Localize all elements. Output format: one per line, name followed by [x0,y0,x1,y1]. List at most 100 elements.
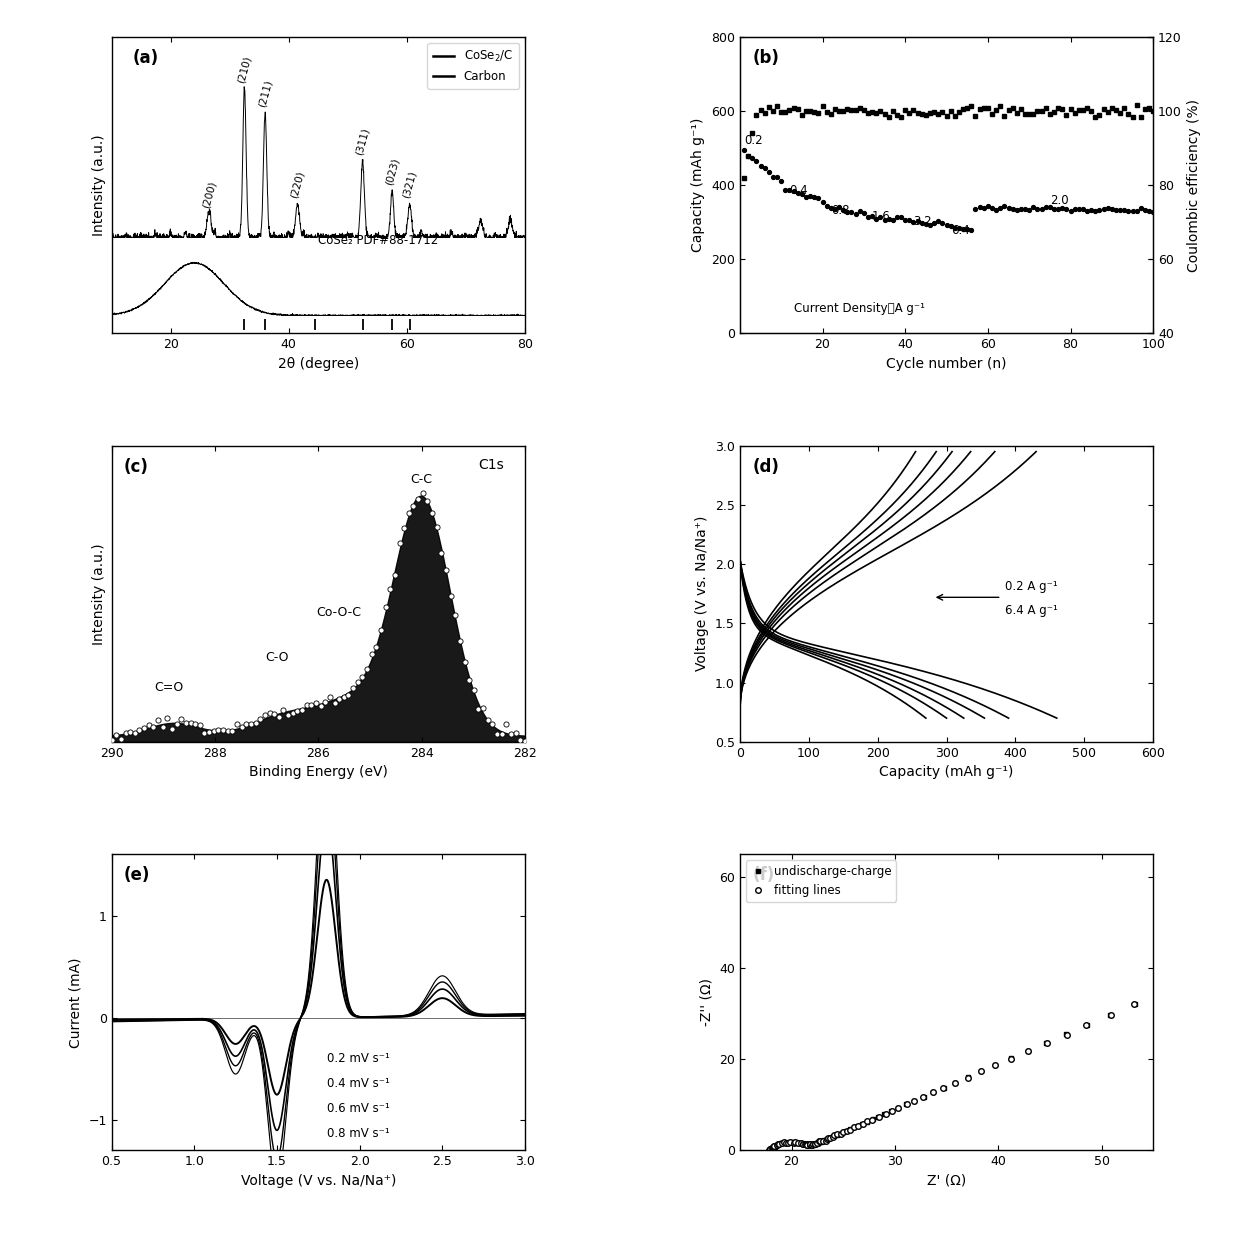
Point [246,714,265,734]
Point [501,724,521,743]
Point [259,703,279,722]
Text: 6.4: 6.4 [951,224,970,238]
Point [315,691,335,711]
Text: (211): (211) [257,78,274,108]
Text: (c): (c) [124,458,149,475]
Legend: CoSe$_2$/C, Carbon: CoSe$_2$/C, Carbon [428,43,520,89]
Point [381,579,401,599]
Point [343,678,363,698]
Y-axis label: Coulombic efficiency (%): Coulombic efficiency (%) [1188,99,1202,272]
Point [440,585,460,605]
Point [102,730,122,750]
Text: Co-O-C: Co-O-C [316,606,361,618]
Text: 6.4 A g⁻¹: 6.4 A g⁻¹ [1006,604,1058,617]
Point [394,518,414,538]
Y-axis label: Intensity (a.u.): Intensity (a.u.) [92,135,107,236]
Point [515,731,534,751]
X-axis label: Binding Energy (eV): Binding Energy (eV) [249,766,388,779]
Line: undischarge-charge: undischarge-charge [769,1001,1137,1153]
Text: (220): (220) [289,169,306,199]
Point [408,489,428,508]
undischarge-charge [1021,1043,1035,1058]
Point [455,652,475,672]
Point [474,699,494,719]
Text: 0.6 mV s⁻¹: 0.6 mV s⁻¹ [326,1102,389,1115]
Point [306,693,326,713]
Point [227,715,247,735]
Text: 0.8 mV s⁻¹: 0.8 mV s⁻¹ [326,1127,389,1141]
fitting lines [987,1058,1002,1072]
Point [413,482,433,502]
Text: 0.4 mV s⁻¹: 0.4 mV s⁻¹ [326,1076,389,1090]
Point [325,693,345,713]
Text: 0.2 A g⁻¹: 0.2 A g⁻¹ [1006,580,1058,594]
Point [366,637,386,657]
Point [371,620,391,640]
Point [134,719,154,738]
Point [477,710,497,730]
Text: C1s: C1s [479,458,505,471]
Text: C-O: C-O [265,651,289,663]
Text: (200): (200) [201,181,217,209]
Point [482,714,502,734]
Point [464,680,484,700]
Point [241,715,260,735]
X-axis label: Z' (Ω): Z' (Ω) [928,1174,966,1188]
Text: C-C: C-C [410,473,433,486]
fitting lines [1039,1035,1054,1050]
Point [129,720,149,740]
Text: 0.8: 0.8 [831,204,849,216]
Text: 1.6: 1.6 [872,210,890,224]
Point [511,730,531,750]
undischarge-charge [764,1143,779,1158]
Text: 0.2 mV s⁻¹: 0.2 mV s⁻¹ [326,1051,389,1065]
Text: C=O: C=O [154,682,184,694]
Point [384,565,404,585]
Line: fitting lines: fitting lines [766,1001,1137,1154]
Text: CoSe₂ PDF#88-1712: CoSe₂ PDF#88-1712 [319,234,439,247]
Point [288,701,308,721]
Point [195,722,215,742]
Point [181,714,201,734]
Text: (210): (210) [236,56,253,84]
undischarge-charge [802,1138,817,1153]
Y-axis label: Intensity (a.u.): Intensity (a.u.) [92,543,107,644]
Point [418,491,438,511]
Point [330,689,350,709]
Y-axis label: Current (mA): Current (mA) [68,957,83,1048]
Legend: undischarge-charge, fitting lines: undischarge-charge, fitting lines [745,860,897,902]
Point [125,722,145,742]
Text: (023): (023) [383,157,401,186]
Point [264,704,284,724]
undischarge-charge [973,1064,988,1079]
Text: (311): (311) [355,126,371,156]
X-axis label: Capacity (mAh g⁻¹): Capacity (mAh g⁻¹) [879,766,1014,779]
Text: 3.2: 3.2 [914,215,932,228]
Point [274,700,294,720]
Y-axis label: Capacity (mAh g⁻¹): Capacity (mAh g⁻¹) [692,118,706,252]
Text: (321): (321) [402,169,418,199]
fitting lines [763,1143,777,1158]
Point [200,722,219,742]
Point [185,714,205,734]
fitting lines [764,1143,779,1158]
fitting lines [1127,997,1142,1012]
Point [218,721,238,741]
undischarge-charge [765,1142,780,1157]
Point [250,709,270,729]
Point [422,503,441,523]
Text: (d): (d) [753,458,779,475]
Point [427,517,446,537]
Point [255,705,275,725]
Text: 0.2: 0.2 [744,135,763,147]
Point [120,722,140,742]
Point [436,560,456,580]
Point [203,721,223,741]
Text: 0.4: 0.4 [790,184,808,198]
Point [296,695,316,715]
Point [469,699,489,719]
undischarge-charge [810,1136,825,1150]
Point [357,659,377,679]
fitting lines [764,1142,779,1157]
Point [301,695,321,715]
